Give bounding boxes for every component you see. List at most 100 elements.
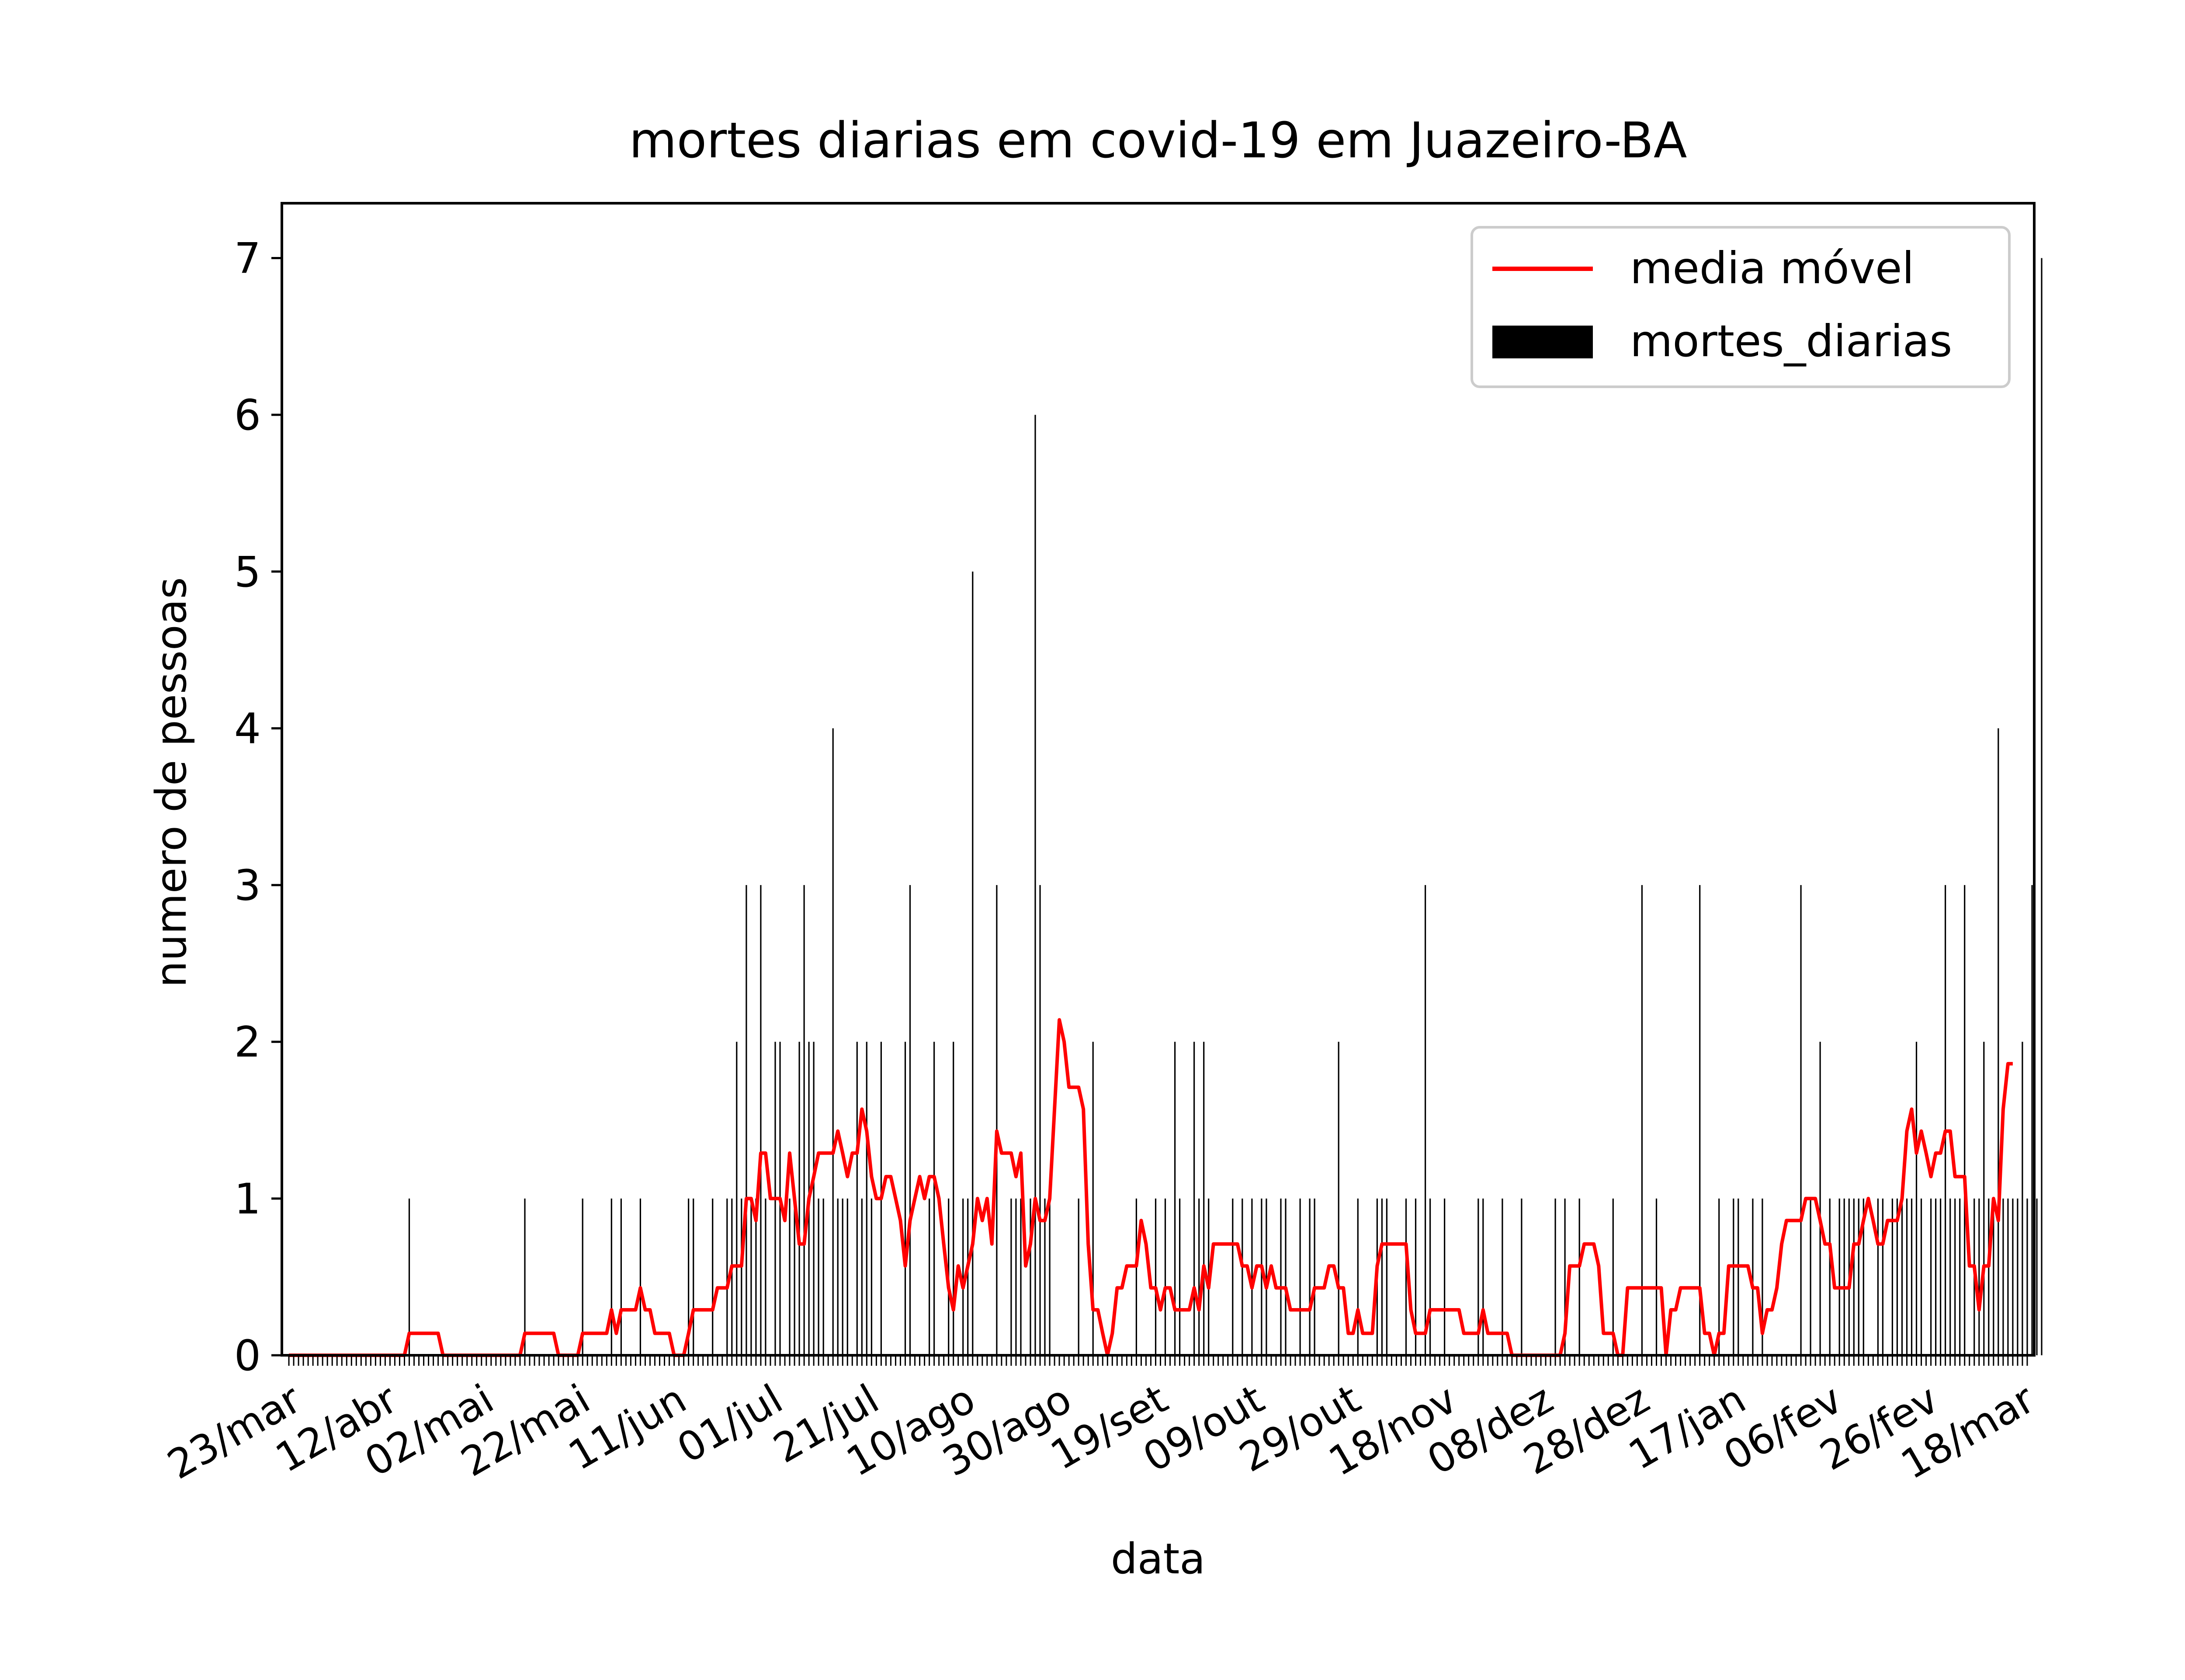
bar-day-263 <box>1554 1198 1556 1355</box>
bar-day-109 <box>813 1041 815 1355</box>
bar-day-140 <box>962 1198 964 1355</box>
line-layer <box>289 1018 2013 1357</box>
bar-day-116 <box>846 1198 848 1355</box>
bar-day-196 <box>1232 1198 1234 1355</box>
bar-day-200 <box>1251 1198 1253 1355</box>
y-tick-label-3: 3 <box>234 861 261 910</box>
bar-day-96 <box>750 1198 752 1355</box>
bar-day-364 <box>2041 258 2043 1355</box>
bar-day-347 <box>1959 1198 1961 1355</box>
bar-day-335 <box>1901 1198 1903 1355</box>
bar-day-281 <box>1641 885 1643 1355</box>
chart-title: mortes diarias em covid-19 em Juazeiro-B… <box>629 112 1687 169</box>
bar-day-236 <box>1425 885 1426 1355</box>
plot-frame <box>281 202 2036 1357</box>
bar-day-69 <box>620 1198 622 1355</box>
bar-day-306 <box>1762 1198 1763 1355</box>
bar-day-352 <box>1983 1041 1985 1355</box>
bar-day-164 <box>1078 1198 1079 1355</box>
bar-day-247 <box>1477 1198 1479 1355</box>
bar-day-240 <box>1444 1198 1446 1355</box>
y-tick-label-6: 6 <box>234 391 261 440</box>
bar-day-207 <box>1285 1198 1287 1355</box>
bar-day-203 <box>1266 1198 1267 1355</box>
bar-day-121 <box>871 1198 872 1355</box>
y-tick-label-5: 5 <box>234 548 261 597</box>
bar-day-88 <box>712 1198 714 1355</box>
bar-day-314 <box>1800 885 1802 1355</box>
bar-day-212 <box>1309 1198 1311 1355</box>
bar-day-156 <box>1039 885 1041 1355</box>
bar-day-234 <box>1415 1198 1417 1355</box>
bar-day-304 <box>1752 1198 1754 1355</box>
bar-day-320 <box>1829 1198 1831 1355</box>
bar-day-275 <box>1612 1198 1614 1355</box>
legend-label-media-movel: media móvel <box>1630 243 1914 294</box>
bar-day-355 <box>1998 728 1999 1355</box>
bar-day-339 <box>1920 1198 1922 1355</box>
bar-day-141 <box>967 1198 969 1355</box>
bar-day-353 <box>1988 1198 1990 1355</box>
bar-day-106 <box>798 1041 800 1355</box>
bar-day-359 <box>2017 1198 2019 1355</box>
bar-day-300 <box>1733 1198 1734 1355</box>
bar-day-316 <box>1810 1198 1811 1355</box>
y-axis-label: numero de pessoas <box>147 577 196 988</box>
bar-day-189 <box>1198 1198 1200 1355</box>
bar-day-327 <box>1862 1198 1864 1355</box>
bar-day-323 <box>1843 1198 1845 1355</box>
y-tick-label-2: 2 <box>234 1018 261 1067</box>
bar-day-61 <box>582 1198 583 1355</box>
bar-day-322 <box>1838 1198 1840 1355</box>
bar-day-293 <box>1699 885 1701 1355</box>
bar-day-67 <box>610 1198 612 1355</box>
bar-day-128 <box>904 1041 906 1355</box>
bar-day-256 <box>1521 1198 1523 1355</box>
legend[interactable]: media móvel mortes_diarias <box>1471 226 2011 388</box>
bar-day-25 <box>408 1198 410 1355</box>
bar-day-154 <box>1030 1198 1031 1355</box>
y-tick-label-0: 0 <box>234 1331 261 1380</box>
bar-day-356 <box>2002 1198 2004 1355</box>
bar-day-360 <box>2022 1041 2023 1355</box>
bar-day-206 <box>1280 1198 1282 1355</box>
x-axis-label: data <box>1111 1534 1205 1583</box>
bar-day-284 <box>1655 1198 1658 1355</box>
bar-day-138 <box>953 1041 954 1355</box>
bar-day-222 <box>1357 1198 1359 1355</box>
bar-day-180 <box>1155 1198 1157 1355</box>
bar-day-73 <box>639 1198 641 1355</box>
bar-day-343 <box>1940 1198 1942 1355</box>
bar-day-105 <box>794 1198 795 1355</box>
bar-day-341 <box>1930 1198 1932 1355</box>
bar-day-97 <box>755 1198 757 1355</box>
bar-day-265 <box>1564 1198 1566 1355</box>
bar-day-232 <box>1405 1198 1407 1355</box>
bar-day-92 <box>731 1198 733 1355</box>
bar-day-147 <box>996 885 998 1355</box>
bar-day-348 <box>1964 885 1966 1355</box>
bar-day-297 <box>1718 1198 1720 1355</box>
y-tick-label-7: 7 <box>234 234 261 283</box>
bar-day-342 <box>1935 1198 1937 1355</box>
legend-box <box>1471 226 2011 388</box>
bar-day-98 <box>760 885 762 1355</box>
bar-day-104 <box>789 1198 791 1355</box>
bar-day-107 <box>803 885 805 1355</box>
bar-day-93 <box>736 1041 738 1355</box>
moving-average-line <box>289 1018 2013 1357</box>
bar-day-237 <box>1429 1198 1431 1355</box>
bar-day-338 <box>1915 1041 1918 1355</box>
bar-day-185 <box>1179 1198 1181 1355</box>
bar-day-301 <box>1738 1198 1739 1355</box>
bar-day-150 <box>1010 1198 1012 1355</box>
bar-day-363 <box>2036 1198 2038 1355</box>
legend-bar-swatch <box>1492 326 1593 358</box>
bar-day-351 <box>1978 1198 1980 1355</box>
bar-day-213 <box>1314 1198 1315 1355</box>
bar-day-129 <box>909 885 911 1355</box>
bar-day-152 <box>1020 1198 1022 1355</box>
bar-day-318 <box>1819 1041 1821 1355</box>
bar-day-228 <box>1386 1198 1387 1355</box>
